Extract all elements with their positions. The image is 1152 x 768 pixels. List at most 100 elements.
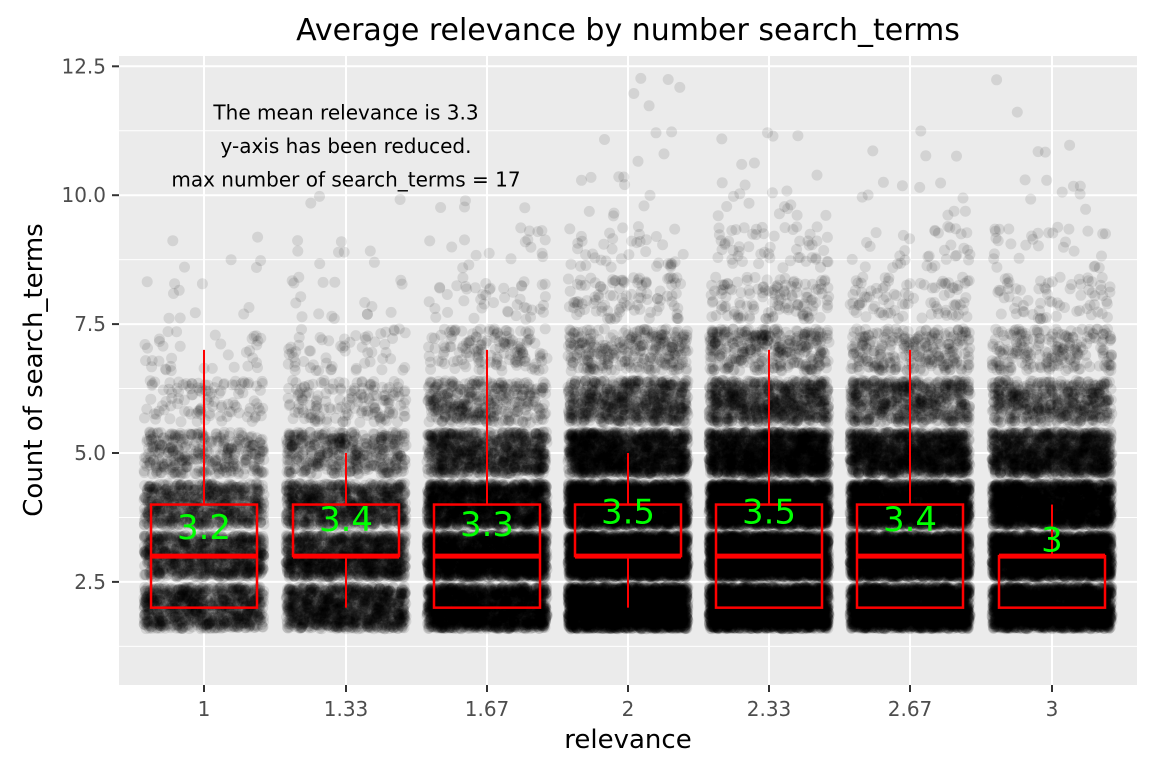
data-point <box>252 336 263 347</box>
data-point <box>168 288 179 299</box>
data-point <box>193 405 204 416</box>
data-point <box>197 278 208 289</box>
data-point <box>145 394 156 405</box>
data-point <box>215 431 226 442</box>
data-point <box>191 429 202 440</box>
data-point <box>175 434 186 445</box>
data-point <box>146 434 157 445</box>
data-point <box>231 611 242 622</box>
data-point <box>142 276 153 287</box>
data-point <box>158 385 169 396</box>
data-point <box>215 339 226 350</box>
data-point <box>161 396 172 407</box>
data-point <box>240 487 251 498</box>
data-point <box>175 341 186 352</box>
data-point <box>192 416 203 427</box>
data-point <box>152 465 163 476</box>
data-point <box>194 588 205 599</box>
data-point <box>161 610 172 621</box>
data-point <box>257 403 268 414</box>
data-point <box>246 516 257 527</box>
data-point <box>143 608 154 619</box>
data-point <box>164 313 175 324</box>
data-point <box>213 582 224 593</box>
data-point <box>209 396 220 407</box>
data-point <box>165 361 176 372</box>
data-point <box>227 379 238 390</box>
data-point <box>185 479 196 490</box>
data-point <box>198 620 209 631</box>
data-point <box>258 445 269 456</box>
data-point <box>225 427 236 438</box>
data-point <box>190 307 201 318</box>
data-point <box>215 449 226 460</box>
data-point <box>244 302 255 313</box>
data-point <box>167 235 178 246</box>
data-point <box>143 511 154 522</box>
data-point <box>147 355 158 366</box>
data-point <box>231 582 242 593</box>
data-point <box>155 427 166 438</box>
data-point <box>258 519 269 530</box>
data-point <box>162 456 173 467</box>
data-point <box>160 540 171 551</box>
data-point <box>249 395 260 406</box>
data-point <box>218 485 229 496</box>
data-point <box>212 376 223 387</box>
data-point <box>251 607 262 618</box>
data-point <box>216 416 227 427</box>
data-point <box>159 569 170 580</box>
data-point <box>171 326 182 337</box>
data-point <box>173 377 184 388</box>
data-point <box>148 454 159 465</box>
data-point <box>257 376 268 387</box>
data-point <box>139 492 150 503</box>
data-point <box>176 416 187 427</box>
data-point <box>207 458 218 469</box>
data-point <box>257 434 268 445</box>
data-point <box>163 530 174 541</box>
data-point <box>179 406 190 417</box>
data-point <box>247 416 258 427</box>
data-point <box>179 262 190 273</box>
data-point <box>226 443 237 454</box>
data-point <box>258 533 269 544</box>
data-point <box>209 623 220 634</box>
data-point <box>257 621 268 632</box>
data-point <box>226 254 237 265</box>
data-point <box>164 413 175 424</box>
data-point <box>233 388 244 399</box>
data-point <box>172 479 183 490</box>
data-point <box>173 386 184 397</box>
data-point <box>182 461 193 472</box>
data-point <box>155 443 166 454</box>
chart-title: Average relevance by number search_terms <box>296 13 960 48</box>
data-point <box>249 460 260 471</box>
data-point <box>258 503 269 514</box>
data-point <box>154 336 165 347</box>
data-point <box>165 430 176 441</box>
data-point <box>244 432 255 443</box>
data-point <box>252 232 263 243</box>
data-point <box>158 620 169 631</box>
data-point <box>205 600 216 611</box>
data-point <box>163 592 174 603</box>
data-point <box>149 377 160 388</box>
data-point <box>175 313 186 324</box>
data-point <box>191 468 202 479</box>
data-point <box>176 569 187 580</box>
data-point <box>215 613 226 624</box>
data-point <box>182 450 193 461</box>
data-point <box>223 569 234 580</box>
data-point <box>193 378 204 389</box>
data-point <box>139 619 150 630</box>
data-point <box>140 339 151 350</box>
data-point <box>251 357 262 368</box>
data-point <box>242 586 253 597</box>
data-point <box>236 532 247 543</box>
data-point <box>203 561 214 572</box>
data-point <box>255 255 266 266</box>
data-point <box>229 461 240 472</box>
data-point <box>223 349 234 360</box>
